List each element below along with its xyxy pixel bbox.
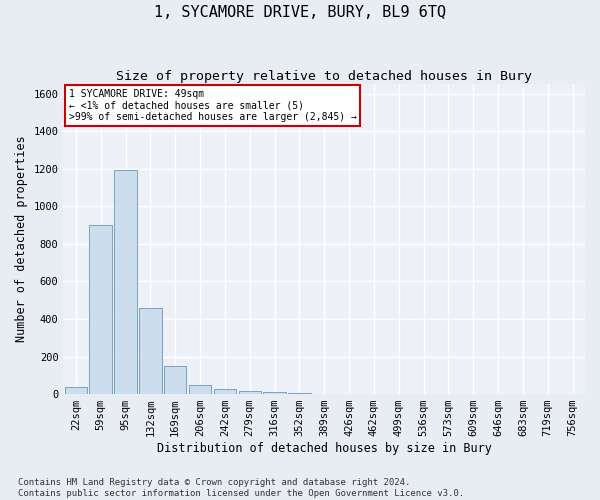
Bar (263, 392, 286, 394)
Bar (115, 170, 137, 394)
Text: 1 SYCAMORE DRIVE: 49sqm
← <1% of detached houses are smaller (5)
>99% of semi-de: 1 SYCAMORE DRIVE: 49sqm ← <1% of detache… (68, 89, 356, 122)
Text: 1, SYCAMORE DRIVE, BURY, BL9 6TQ: 1, SYCAMORE DRIVE, BURY, BL9 6TQ (154, 5, 446, 20)
Bar (214, 390, 236, 394)
Title: Size of property relative to detached houses in Bury: Size of property relative to detached ho… (116, 70, 532, 83)
Bar (164, 366, 187, 394)
Text: Contains HM Land Registry data © Crown copyright and database right 2024.
Contai: Contains HM Land Registry data © Crown c… (18, 478, 464, 498)
Bar (65, 386, 87, 394)
Bar (189, 384, 211, 394)
Y-axis label: Number of detached properties: Number of detached properties (15, 136, 28, 342)
Bar (239, 392, 261, 394)
Bar (89, 225, 112, 394)
Bar (288, 393, 311, 394)
Bar (139, 308, 161, 394)
X-axis label: Distribution of detached houses by size in Bury: Distribution of detached houses by size … (157, 442, 491, 455)
